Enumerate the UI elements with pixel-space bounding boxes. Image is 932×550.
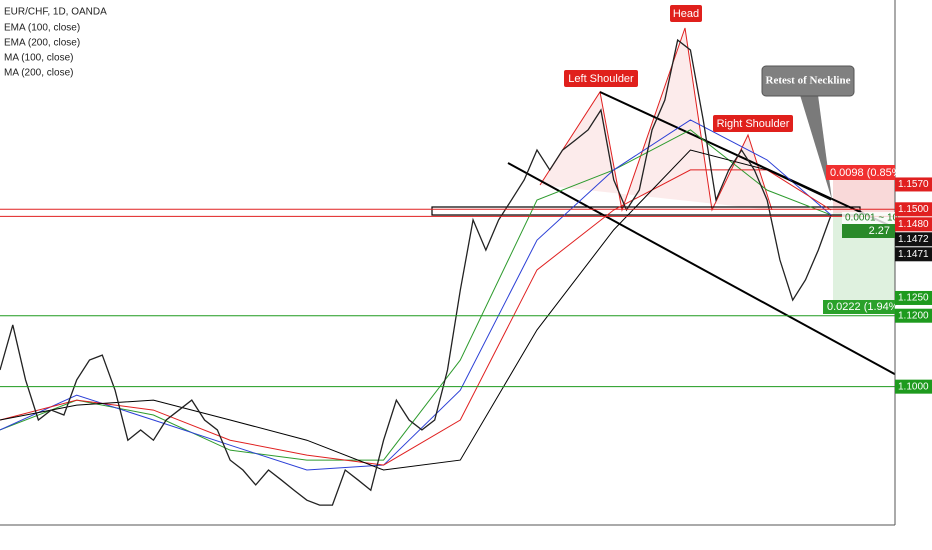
legend-entry: EMA (100, close) xyxy=(4,23,80,34)
ma-line xyxy=(0,119,832,471)
annotation: 0.0098 (0.85%) xyxy=(830,167,905,179)
price-tag xyxy=(895,232,932,247)
legend-entry: MA (100, close) xyxy=(4,53,73,64)
price-tag-label: 1.1570 xyxy=(898,179,929,190)
ma-line xyxy=(0,169,832,466)
label-box xyxy=(842,224,895,238)
annotation: Right Shoulder xyxy=(717,118,790,130)
trend-line xyxy=(507,162,895,376)
price-tag xyxy=(895,379,932,394)
neckline-box xyxy=(431,206,861,216)
price-line xyxy=(0,38,832,506)
time-axis xyxy=(0,525,932,550)
ma-line xyxy=(0,149,832,471)
price-tag-label: 1.1000 xyxy=(898,381,929,392)
price-tag-label: 1.1250 xyxy=(898,293,929,304)
price-axis xyxy=(895,0,932,550)
callout-pointer xyxy=(800,95,832,200)
label-box xyxy=(826,165,895,180)
label-box xyxy=(842,212,895,224)
annotation: Retest of Neckline xyxy=(766,75,851,87)
callouts: Left Shoulder Head Right Shoulder Retest… xyxy=(564,5,905,314)
legend-entry: EMA (200, close) xyxy=(4,38,80,49)
price-tag-label: 1.1200 xyxy=(898,310,929,321)
price-tag xyxy=(895,308,932,323)
label-box xyxy=(823,300,895,314)
legend-entry: MA (200, close) xyxy=(4,68,73,79)
price-tag xyxy=(895,217,932,232)
annotation: 0.0222 (1.94%) xyxy=(827,301,902,313)
label-box xyxy=(713,115,793,132)
label-box xyxy=(670,5,702,22)
pattern-fill xyxy=(540,28,772,210)
annotation: 0.0001 ~ 10 xyxy=(845,213,899,224)
annotation: Left Shoulder xyxy=(568,73,634,85)
annotation: Head xyxy=(673,8,699,20)
price-tag xyxy=(895,202,932,217)
price-tag-label: 1.1471 xyxy=(898,249,929,260)
label-box xyxy=(564,70,638,87)
price-tag-label: 1.1480 xyxy=(898,219,929,230)
ma-line xyxy=(0,129,832,461)
price-tag-label: 1.1472 xyxy=(898,234,929,245)
price-tag xyxy=(895,290,932,305)
plot-area xyxy=(0,27,895,506)
price-tag xyxy=(895,247,932,262)
callout-box xyxy=(761,65,855,97)
annotation: 2.27 xyxy=(869,225,890,237)
price-tag xyxy=(895,177,932,192)
chart-title: EUR/CHF, 1D, OANDA xyxy=(4,7,107,18)
price-tag-label: 1.1500 xyxy=(898,204,929,215)
